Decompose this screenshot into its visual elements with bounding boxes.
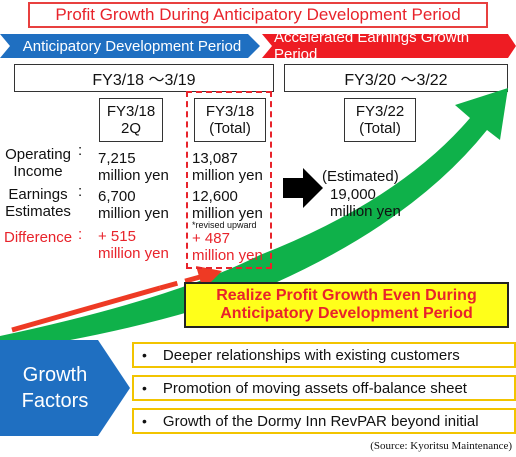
colon: : bbox=[78, 183, 83, 200]
factor-item: • Promotion of moving assets off-balance … bbox=[132, 375, 516, 401]
period-box-left: FY3/18 ～3/19 bbox=[14, 64, 274, 92]
fy22-estimated-label: (Estimated) bbox=[322, 168, 399, 185]
red-solid-segment bbox=[11, 285, 161, 333]
row-label-operating-income: Operating Income bbox=[5, 146, 71, 180]
phase-label-anticipatory: Anticipatory Development Period bbox=[22, 37, 242, 55]
q2-difference: + 515 million yen bbox=[98, 228, 169, 262]
fy22-estimate: 19,000 million yen bbox=[330, 186, 401, 220]
phase-arrow-blue bbox=[0, 34, 260, 58]
q2-operating-income: 7,215 million yen bbox=[98, 150, 169, 184]
red-dashed-segment bbox=[159, 274, 201, 291]
black-arrow-icon bbox=[283, 168, 323, 208]
column-header-total: FY3/18 (Total) bbox=[194, 98, 266, 142]
q2-earnings-estimate: 6,700 million yen bbox=[98, 188, 169, 222]
factor-item: • Growth of the Dormy Inn RevPAR beyond i… bbox=[132, 408, 516, 434]
colon: : bbox=[78, 226, 83, 243]
page-title: Profit Growth During Anticipatory Develo… bbox=[28, 2, 488, 28]
growth-factors-shape bbox=[0, 340, 130, 436]
revised-upward-note: *revised upward bbox=[192, 220, 257, 230]
total-operating-income: 13,087 million yen bbox=[192, 150, 263, 184]
green-growth-arrow bbox=[0, 88, 508, 352]
column-header-fy22: FY3/22 (Total) bbox=[344, 98, 416, 142]
row-label-earnings-estimates: Earnings Estimates bbox=[5, 186, 71, 220]
total-earnings-estimate: 12,600 million yen bbox=[192, 188, 263, 222]
profit-growth-banner: Realize Profit Growth Even During Anticip… bbox=[184, 282, 509, 328]
highlight-dashed-box bbox=[186, 91, 272, 269]
period-box-right: FY3/20 ～3/22 bbox=[284, 64, 508, 92]
source-note: (Source: Kyoritsu Maintenance) bbox=[370, 440, 512, 452]
factor-item: • Deeper relationships with existing cust… bbox=[132, 342, 516, 368]
total-difference: + 487 million yen bbox=[192, 230, 263, 264]
phase-arrows bbox=[0, 34, 516, 58]
column-header-q2: FY3/18 2Q bbox=[99, 98, 163, 142]
row-label-difference: Difference bbox=[4, 229, 73, 246]
phase-arrow-red bbox=[262, 34, 516, 58]
growth-factors-label: Growth Factors bbox=[21, 364, 89, 412]
colon: : bbox=[78, 142, 83, 159]
